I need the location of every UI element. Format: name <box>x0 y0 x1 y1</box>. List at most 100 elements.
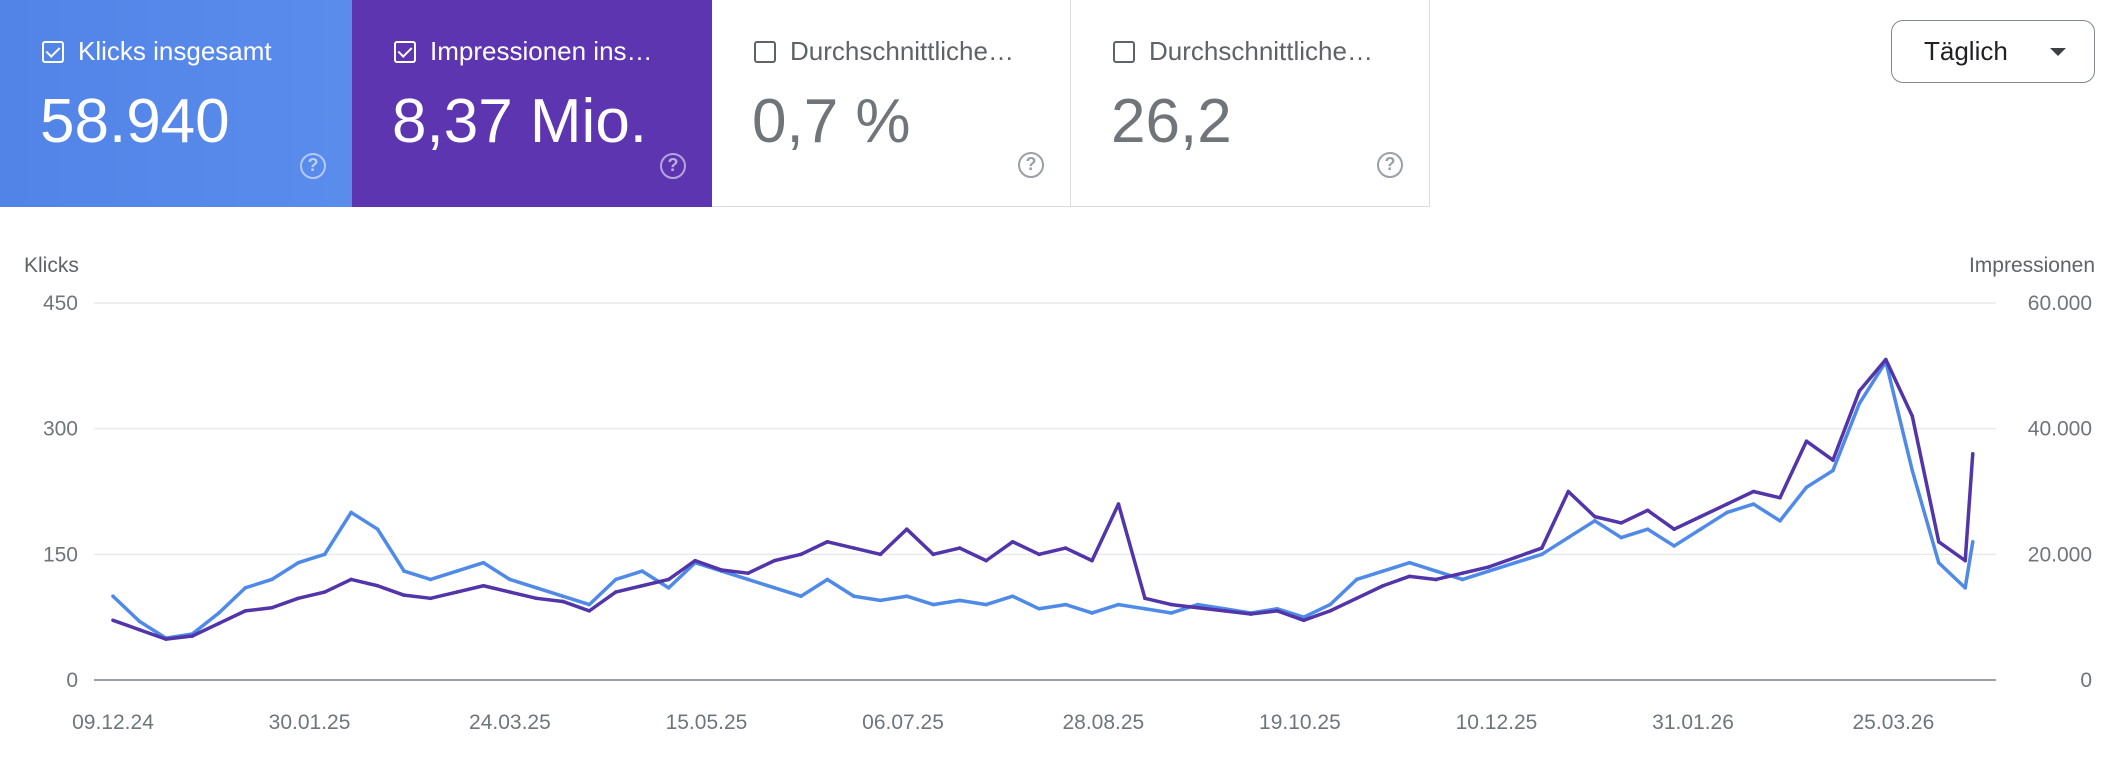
data-point-klicks <box>243 586 248 590</box>
metric-title: Durchschnittliche… <box>1149 36 1373 66</box>
data-point-impressionen <box>1275 609 1280 613</box>
x-axis-tick-label: 31.01.26 <box>1652 711 1734 734</box>
series-line-impressionen <box>112 357 1975 641</box>
data-point-klicks <box>878 598 883 603</box>
data-point-klicks <box>1857 401 1862 406</box>
data-point-impressionen <box>402 593 406 597</box>
data-point-klicks <box>428 577 433 582</box>
data-point-klicks <box>269 577 274 582</box>
data-point-klicks <box>825 577 830 582</box>
data-point-klicks <box>1963 586 1967 590</box>
data-point-impressionen <box>1460 571 1465 575</box>
data-point-klicks <box>322 552 327 557</box>
metric-value: 58.940 <box>40 87 230 156</box>
question-circle-icon[interactable]: ? <box>1018 152 1044 178</box>
data-point-impressionen <box>1354 596 1359 601</box>
data-point-impressionen <box>1381 583 1385 588</box>
data-point-klicks <box>455 569 459 573</box>
data-point-impressionen <box>905 527 909 531</box>
data-point-impressionen <box>1010 539 1015 544</box>
metric-title: Klicks insgesamt <box>78 36 272 66</box>
data-point-klicks <box>931 602 936 607</box>
data-point-impressionen <box>1936 539 1941 544</box>
metric-card-position[interactable]: Durchschnittliche… 26,2 ? <box>1071 0 1430 207</box>
data-point-impressionen <box>481 583 486 588</box>
data-point-klicks <box>1063 602 1068 607</box>
data-point-klicks <box>561 594 565 599</box>
x-axis-tick-label: 24.03.25 <box>469 711 551 734</box>
data-point-klicks <box>1725 510 1729 515</box>
data-point-impressionen <box>296 596 301 601</box>
data-point-klicks <box>666 586 671 590</box>
checkbox-checked-icon[interactable] <box>394 40 416 63</box>
data-point-impressionen <box>1592 514 1597 519</box>
data-point-klicks <box>1751 502 1756 506</box>
data-point-impressionen <box>1831 458 1835 462</box>
data-point-impressionen <box>693 558 697 563</box>
x-axis-tick-label: 10.12.25 <box>1456 711 1538 734</box>
data-point-impressionen <box>1407 574 1412 579</box>
data-point-impressionen <box>1513 555 1518 560</box>
data-point-klicks <box>1778 519 1782 523</box>
metric-header: Impressionen ins… <box>394 36 653 67</box>
metric-card-impressions[interactable]: Impressionen ins… 8,37 Mio. ? <box>352 0 712 207</box>
data-point-impressionen <box>1963 558 1967 563</box>
question-circle-icon[interactable]: ? <box>660 153 686 179</box>
data-point-impressionen <box>957 546 962 550</box>
metric-value: 0,7 % <box>752 87 911 156</box>
data-point-impressionen <box>1619 521 1624 525</box>
data-point-impressionen <box>1196 605 1200 610</box>
x-axis-tick-label: 09.12.24 <box>72 711 154 734</box>
data-point-klicks <box>1381 569 1385 573</box>
data-point-impressionen <box>1037 552 1041 557</box>
metric-title: Durchschnittliche… <box>790 36 1014 66</box>
data-point-klicks <box>613 577 618 582</box>
data-point-klicks <box>1936 560 1941 565</box>
data-point-impressionen <box>508 590 512 594</box>
question-circle-icon[interactable]: ? <box>1377 152 1403 178</box>
left-axis-tick-label: 150 <box>43 543 78 566</box>
data-point-klicks <box>1831 468 1835 473</box>
metric-header: Durchschnittliche… <box>1113 36 1373 67</box>
data-point-klicks <box>1328 602 1332 607</box>
data-point-impressionen <box>561 599 565 604</box>
data-point-impressionen <box>1222 609 1227 613</box>
data-point-impressionen <box>1970 452 1975 456</box>
data-point-impressionen <box>1169 602 1174 607</box>
checkbox-unchecked-icon[interactable] <box>754 40 776 63</box>
data-point-impressionen <box>1301 618 1306 623</box>
data-point-impressionen <box>1884 357 1888 362</box>
data-point-klicks <box>1910 468 1915 473</box>
data-point-impressionen <box>534 596 539 601</box>
data-point-klicks <box>587 602 592 607</box>
x-axis-tick-label: 06.07.25 <box>862 711 944 734</box>
right-axis-tick-label: 20.000 <box>2028 543 2092 566</box>
data-point-impressionen <box>1434 577 1438 582</box>
data-point-impressionen <box>1645 508 1650 513</box>
data-point-klicks <box>984 602 988 607</box>
x-axis-tick-label: 19.10.25 <box>1259 711 1341 734</box>
data-point-impressionen <box>719 568 724 572</box>
data-point-impressionen <box>164 637 168 641</box>
data-point-klicks <box>1354 577 1359 582</box>
metric-card-ctr[interactable]: Durchschnittliche… 0,7 % ? <box>712 0 1071 207</box>
data-point-klicks <box>957 598 962 603</box>
data-point-impressionen <box>375 583 380 588</box>
data-point-impressionen <box>1116 502 1121 506</box>
granularity-dropdown[interactable]: Täglich <box>1891 20 2095 83</box>
data-point-klicks <box>137 619 142 624</box>
data-point-klicks <box>111 594 115 599</box>
data-point-impressionen <box>1672 527 1676 531</box>
metric-value: 26,2 <box>1111 87 1232 156</box>
metric-header: Durchschnittliche… <box>754 36 1014 67</box>
data-point-klicks <box>1540 552 1544 557</box>
data-point-klicks <box>1037 606 1041 611</box>
caret-down-icon <box>2050 48 2066 56</box>
checkbox-unchecked-icon[interactable] <box>1113 40 1135 63</box>
data-point-impressionen <box>746 571 750 575</box>
checkbox-checked-icon[interactable] <box>42 40 64 63</box>
metric-card-clicks[interactable]: Klicks insgesamt 58.940 ? <box>0 0 352 207</box>
data-point-impressionen <box>1778 495 1782 500</box>
data-point-impressionen <box>1540 546 1544 550</box>
question-circle-icon[interactable]: ? <box>300 153 326 179</box>
